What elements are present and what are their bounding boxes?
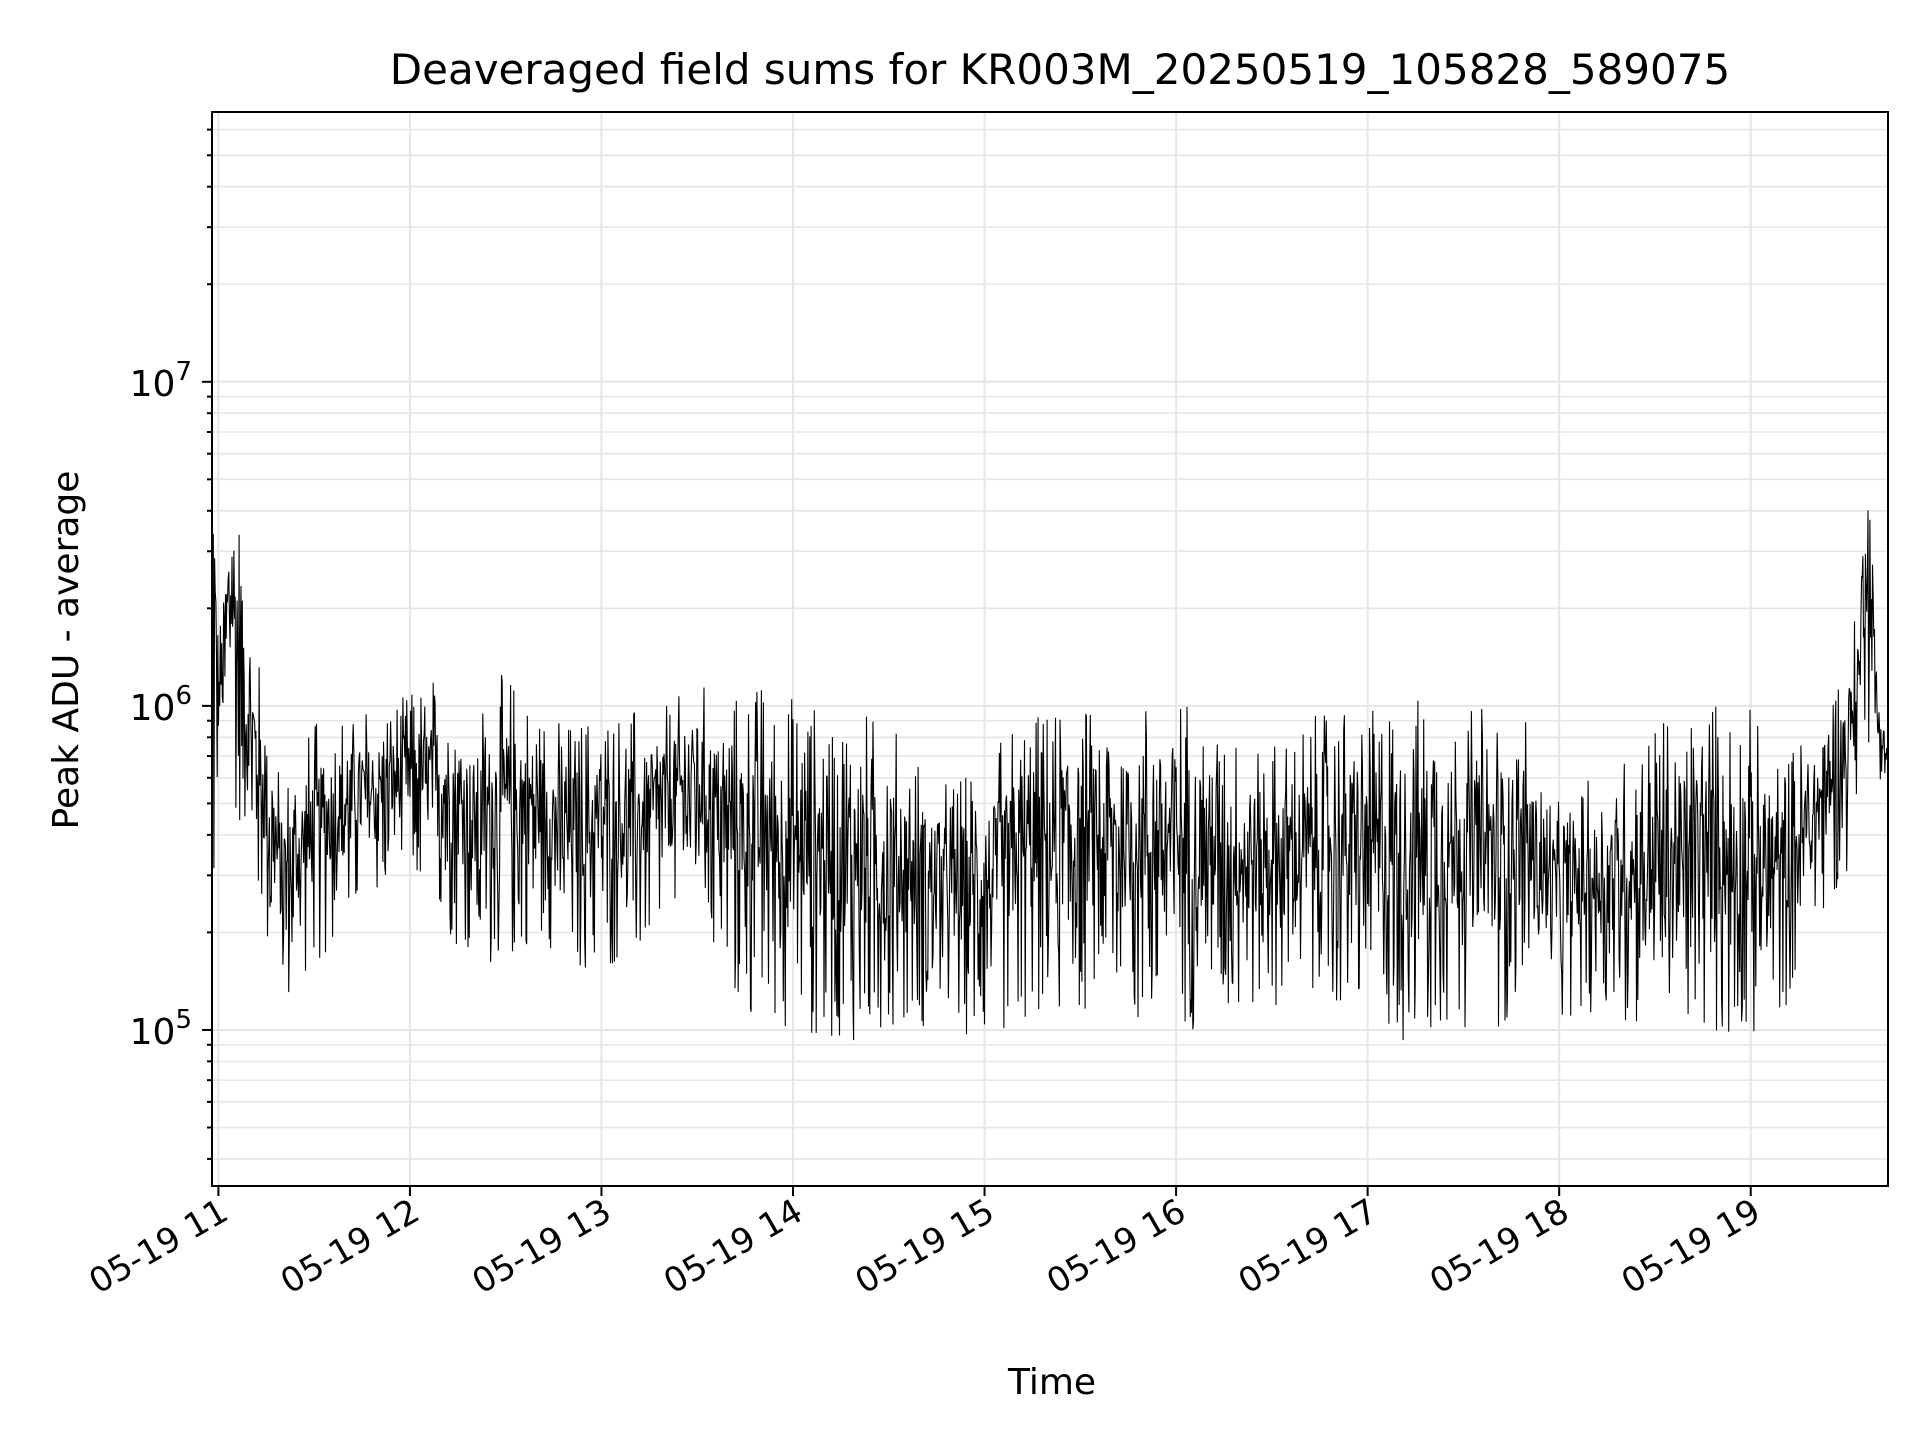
x-tick-label: 05-19 14 — [657, 1191, 809, 1302]
plot-frame — [211, 111, 1889, 1187]
x-tick-label: 05-19 17 — [1232, 1191, 1384, 1302]
x-tick-label: 05-19 18 — [1423, 1191, 1575, 1302]
x-tick-label: 05-19 13 — [466, 1191, 618, 1302]
y-tick-label: 107 — [130, 357, 192, 405]
x-tick-label: 05-19 12 — [274, 1191, 426, 1302]
x-axis-label: Time — [1007, 1362, 1096, 1403]
series-line — [211, 510, 1889, 1041]
y-tick-label: 105 — [130, 1005, 192, 1053]
chart-title: Deaveraged field sums for KR003M_2025051… — [390, 45, 1730, 94]
x-tick-label: 05-19 19 — [1615, 1191, 1767, 1302]
x-tick-label: 05-19 15 — [849, 1191, 1001, 1302]
y-tick-label: 106 — [130, 681, 192, 729]
y-axis-label: Peak ADU - average — [46, 471, 87, 830]
grid-lines — [212, 112, 1888, 1186]
x-axis-ticks: 05-19 11 05-19 12 05-19 13 05-19 14 05-19 15… — [82, 1186, 1767, 1302]
data-series — [211, 510, 1889, 1041]
x-tick-label: 05-19 11 — [82, 1191, 234, 1302]
y-axis-ticks: 105 106 107 — [130, 128, 212, 1160]
x-tick-label: 05-19 16 — [1040, 1191, 1192, 1302]
